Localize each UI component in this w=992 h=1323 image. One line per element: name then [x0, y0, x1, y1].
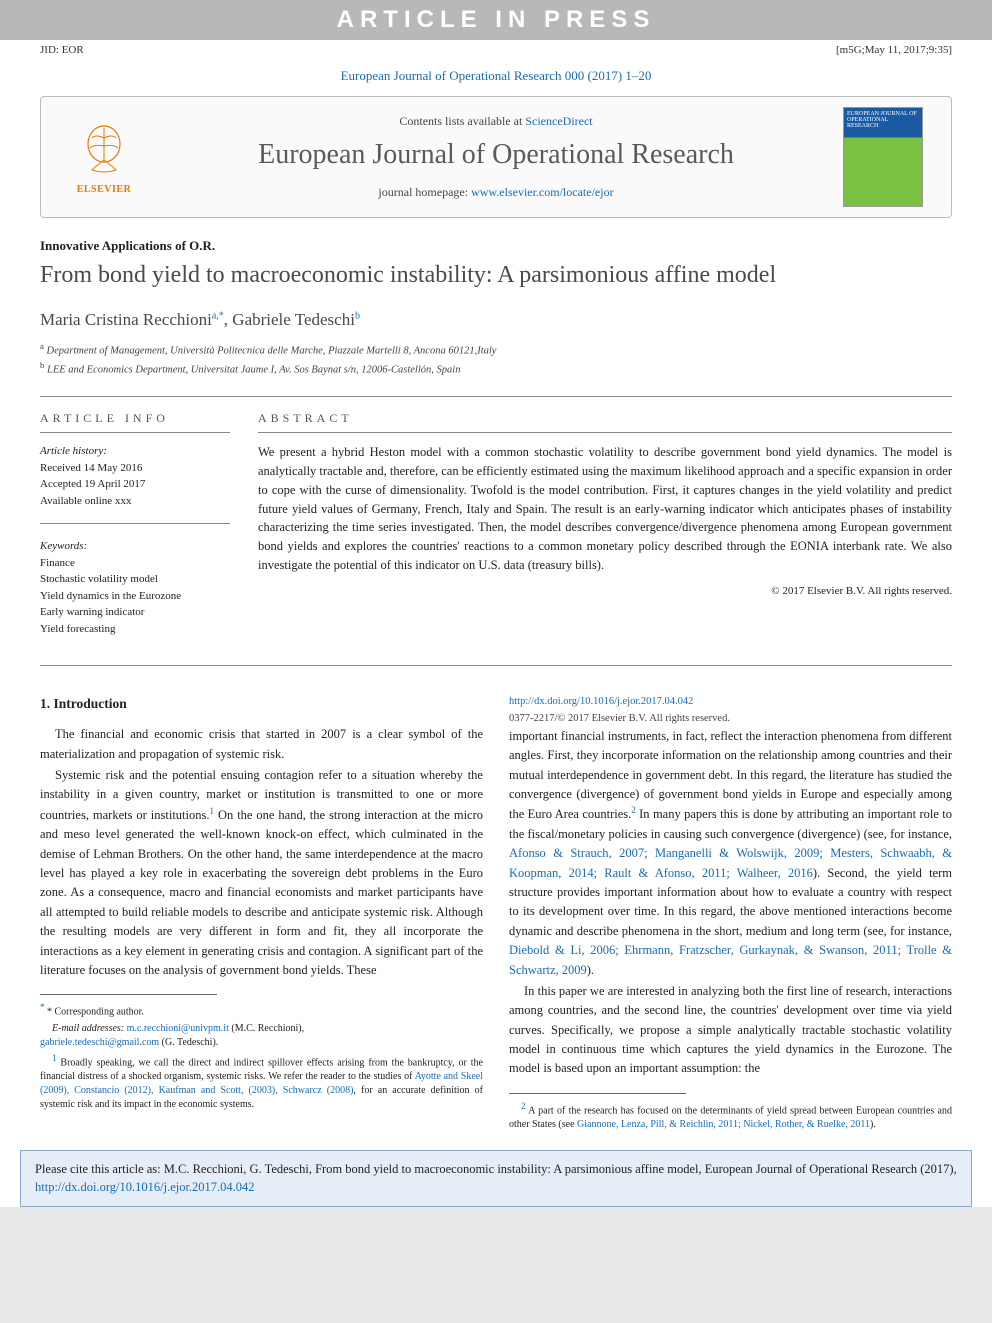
- divider: [40, 396, 952, 397]
- email-who-2: (G. Tedeschi).: [159, 1037, 218, 1048]
- keyword: Early warning indicator: [40, 606, 144, 618]
- journal-citation-line: European Journal of Operational Research…: [0, 60, 992, 96]
- contents-line: Contents lists available at ScienceDirec…: [149, 114, 843, 129]
- email-footnote: E-mail addresses: m.c.recchioni@univpm.i…: [40, 1022, 483, 1050]
- homepage-prefix: journal homepage:: [378, 185, 471, 199]
- email-link-2[interactable]: gabriele.tedeschi@gmail.com: [40, 1037, 159, 1048]
- homepage-link[interactable]: www.elsevier.com/locate/ejor: [471, 185, 614, 199]
- author-1: Maria Cristina Recchioni: [40, 310, 212, 329]
- keyword: Yield forecasting: [40, 623, 115, 635]
- divider: [40, 665, 952, 666]
- cite-doi-link[interactable]: http://dx.doi.org/10.1016/j.ejor.2017.04…: [35, 1180, 255, 1194]
- keyword: Stochastic volatility model: [40, 573, 158, 585]
- journal-cover-thumbnail: EUROPEAN JOURNAL OF OPERATIONAL RESEARCH: [843, 107, 923, 207]
- article-title: From bond yield to macroeconomic instabi…: [40, 260, 952, 290]
- article-history: Article history: Received 14 May 2016 Ac…: [40, 443, 230, 509]
- body-paragraph: important financial instruments, in fact…: [509, 727, 952, 980]
- cite-prefix: Please cite this article as: M.C. Recchi…: [35, 1162, 957, 1176]
- corr-label: * Corresponding author.: [47, 1007, 144, 1018]
- author-list: Maria Cristina Recchionia,*, Gabriele Te…: [40, 310, 952, 330]
- keyword: Yield dynamics in the Eurozone: [40, 590, 181, 602]
- affiliation-a: Department of Management, Università Pol…: [47, 346, 497, 357]
- online-date: Available online xxx: [40, 495, 131, 507]
- footnote-2: 2 A part of the research has focused on …: [509, 1100, 952, 1132]
- journal-citation-link[interactable]: European Journal of Operational Research…: [341, 68, 652, 83]
- citation-link[interactable]: Giannone, Lenza, Pill, & Reichlin, 2011;…: [577, 1119, 870, 1130]
- footnote-1: 1 Broadly speaking, we call the direct a…: [40, 1052, 483, 1112]
- keywords-label: Keywords:: [40, 540, 87, 552]
- received-date: Received 14 May 2016: [40, 462, 142, 474]
- doi-link[interactable]: http://dx.doi.org/10.1016/j.ejor.2017.04…: [509, 696, 693, 707]
- affiliations-block: a Department of Management, Università P…: [40, 340, 952, 378]
- history-label: Article history:: [40, 445, 107, 457]
- article-section-label: Innovative Applications of O.R.: [40, 238, 952, 254]
- issn-copyright: 0377-2217/© 2017 Elsevier B.V. All right…: [509, 713, 730, 724]
- abstract-heading: abstract: [258, 411, 952, 433]
- body-text: ).: [587, 963, 594, 977]
- body-paragraph: Systemic risk and the potential ensuing …: [40, 766, 483, 980]
- body-text: On the one hand, the strong interaction …: [40, 808, 483, 977]
- keyword: Finance: [40, 557, 75, 569]
- body-paragraph: In this paper we are interested in analy…: [509, 982, 952, 1079]
- article-info-heading: article info: [40, 411, 230, 433]
- doi-block: http://dx.doi.org/10.1016/j.ejor.2017.04…: [509, 694, 952, 727]
- fn-text: ).: [870, 1119, 876, 1130]
- email-who-1: (M.C. Recchioni),: [229, 1023, 304, 1034]
- citation-box: Please cite this article as: M.C. Recchi…: [20, 1150, 972, 1207]
- abstract-text: We present a hybrid Heston model with a …: [258, 443, 952, 574]
- publisher-logo-block: ELSEVIER: [59, 120, 149, 195]
- journal-banner: ELSEVIER Contents lists available at Sci…: [40, 96, 952, 218]
- footnote-rule: [40, 994, 217, 995]
- author-2-affil: b: [355, 310, 360, 321]
- body-paragraph: The financial and economic crisis that s…: [40, 725, 483, 764]
- author-1-affil: a,*: [212, 310, 224, 321]
- sciencedirect-link[interactable]: ScienceDirect: [525, 114, 592, 128]
- elsevier-tree-icon: [74, 120, 134, 180]
- keywords-block: Keywords: Finance Stochastic volatility …: [40, 538, 230, 637]
- email-link-1[interactable]: m.c.recchioni@univpm.it: [127, 1023, 229, 1034]
- citation-link[interactable]: Diebold & Li, 2006; Ehrmann, Fratzscher,…: [509, 943, 952, 976]
- elsevier-label: ELSEVIER: [77, 184, 132, 195]
- top-metadata-bar: JID: EOR [m5G;May 11, 2017;9:35]: [0, 40, 992, 60]
- accepted-date: Accepted 19 April 2017: [40, 478, 145, 490]
- divider: [40, 523, 230, 524]
- timestamp-label: [m5G;May 11, 2017;9:35]: [836, 44, 952, 56]
- corresponding-author: * * Corresponding author.: [40, 1001, 483, 1019]
- affiliation-b: LEE and Economics Department, Universita…: [47, 365, 460, 376]
- jid-label: JID: EOR: [40, 44, 84, 56]
- author-2: Gabriele Tedeschi: [232, 310, 355, 329]
- abstract-copyright: © 2017 Elsevier B.V. All rights reserved…: [258, 585, 952, 597]
- contents-prefix: Contents lists available at: [399, 114, 525, 128]
- cover-label: EUROPEAN JOURNAL OF OPERATIONAL RESEARCH: [844, 108, 922, 132]
- journal-name: European Journal of Operational Research: [149, 139, 843, 171]
- section-heading-intro: 1. Introduction: [40, 694, 483, 715]
- body-two-column: 1. Introduction The financial and econom…: [40, 694, 952, 1132]
- footnote-rule: [509, 1093, 686, 1094]
- homepage-line: journal homepage: www.elsevier.com/locat…: [149, 185, 843, 200]
- watermark-banner: ARTICLE IN PRESS: [0, 0, 992, 40]
- email-label: E-mail addresses:: [52, 1023, 127, 1034]
